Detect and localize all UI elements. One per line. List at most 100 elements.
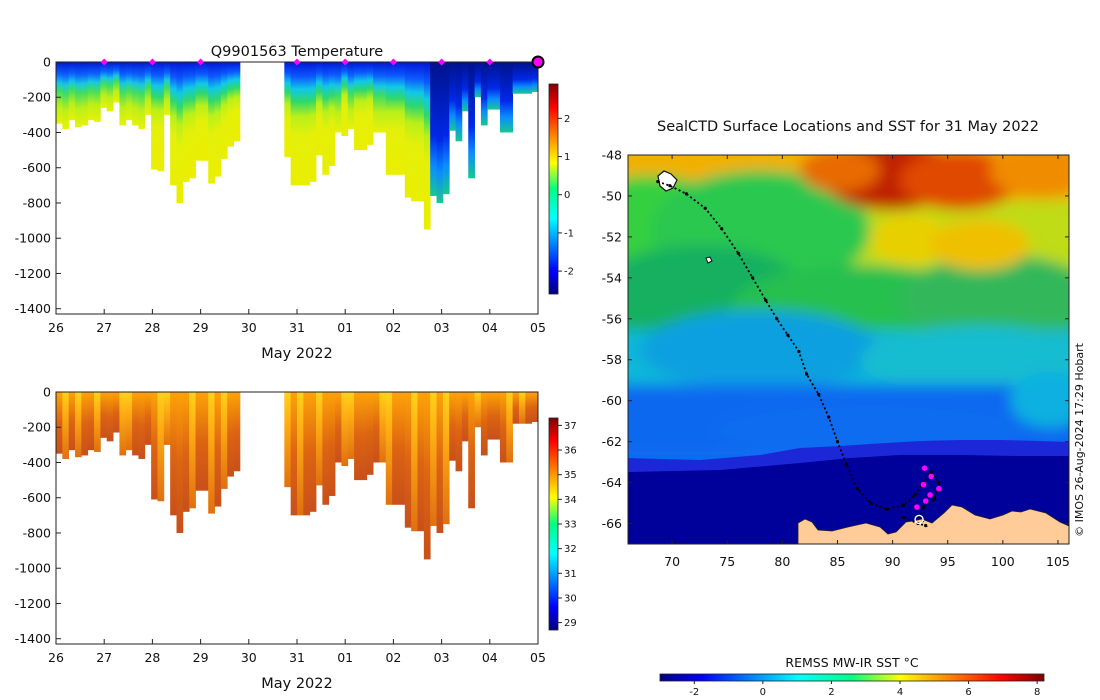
colorbar-tick-label: 30 (564, 593, 577, 604)
dive-profile-bar (227, 62, 234, 147)
surface-location (805, 372, 809, 376)
y-tick-label: 0 (43, 385, 51, 400)
lon-tick-label: 70 (664, 554, 680, 569)
recent-location (928, 473, 934, 480)
dive-profile-bar (132, 392, 139, 456)
dive-profile-bar (499, 392, 507, 463)
lon-tick-label: 105 (1046, 554, 1070, 569)
lat-tick-label: -56 (602, 311, 622, 326)
dive-profile-bar (201, 62, 209, 161)
dive-profile-bar (56, 392, 63, 454)
map-longitude-axis: 70 75 80 85 90 95 100 105 (664, 155, 1070, 569)
dive-profile-bar (430, 392, 437, 526)
lon-tick-label: 85 (830, 554, 846, 569)
x-tick-label: 03 (434, 650, 450, 665)
heard-island (705, 256, 713, 264)
dive-profile-bar (220, 62, 228, 159)
dive-profile-bar (62, 392, 70, 459)
dive-profile-bar (373, 62, 380, 133)
dive-profile-bar (94, 62, 101, 122)
dive-profile-bar (411, 62, 418, 202)
recent-location (920, 481, 927, 488)
dive-profile-bar (423, 62, 431, 230)
dive-profile-bar (309, 392, 317, 512)
surface-location (902, 503, 906, 507)
dive-profile-bar (81, 62, 89, 126)
x-tick-label: 02 (385, 320, 401, 335)
colorbar-tick-label: 0 (564, 190, 570, 201)
dive-profile-bar (119, 62, 127, 126)
dive-profile-bar (442, 62, 450, 195)
colorbar-tick-label: 2 (564, 114, 570, 125)
lon-tick-label: 95 (940, 554, 956, 569)
dive-profile-bar (366, 392, 374, 475)
dive-profile-bar (138, 392, 146, 459)
dive-profile-bar (366, 62, 374, 145)
dive-profile-bar (531, 392, 538, 422)
dive-profile-bar (436, 62, 444, 203)
x-tick-label: 27 (96, 320, 112, 335)
lat-tick-label: -54 (602, 270, 622, 285)
map-latitude-axis: -48 -50 -52 -54 -56 -58 -60 -62 -64 -66 (602, 148, 1069, 531)
dive-profile-bar (189, 62, 196, 179)
dive-profile-bar (316, 392, 323, 486)
dive-profile-bar (75, 392, 82, 458)
dive-profile-bar (106, 62, 114, 112)
x-tick-label: 29 (193, 650, 209, 665)
dive-profile-bar (125, 392, 133, 451)
dive-profile-bar (189, 392, 196, 509)
y-tick-label: -400 (23, 455, 51, 470)
dive-profile-bar (328, 62, 336, 166)
dive-profile-bar (385, 62, 393, 175)
dive-profile-bar (208, 62, 215, 184)
dive-profile-bar (157, 62, 165, 172)
profile-marker (148, 58, 156, 66)
colorbar-tick-label: 31 (564, 569, 577, 580)
y-tick-label: -1200 (15, 266, 51, 281)
dive-profile-bar (132, 62, 139, 126)
dive-profile-bar (392, 62, 399, 175)
dive-profile-bar (328, 392, 336, 496)
y-tick-label: -200 (23, 420, 51, 435)
dive-profile-bar (322, 392, 330, 505)
salinity-colorbar (548, 417, 559, 631)
salinity-panel: 0-200-400-600-800-1000-1200-1400 26 27 28 2… (15, 385, 577, 693)
surface-location (844, 462, 848, 466)
profile-markers (100, 55, 545, 69)
latest-location (914, 514, 924, 525)
y-tick-label: -800 (23, 195, 51, 210)
profile-marker (197, 58, 205, 66)
x-tick-label: 04 (482, 320, 498, 335)
map-title: SealCTD Surface Locations and SST for 31… (657, 119, 1039, 135)
surface-location (786, 333, 790, 337)
temperature-section-fill (56, 62, 538, 230)
dive-profile-bar (347, 392, 355, 459)
sst-colorbar-label: REMSS MW-IR SST °C (785, 655, 918, 670)
dive-profile-bar (309, 62, 317, 182)
dive-profile-bar (75, 62, 82, 128)
y-tick-label: -600 (23, 160, 51, 175)
temperature-panel: Q9901563 Temperature 0 -200 -400 -600 -800 -1… (15, 44, 574, 362)
lat-tick-label: -64 (602, 475, 622, 490)
lat-tick-label: -48 (602, 148, 622, 163)
x-tick-label: 04 (482, 650, 498, 665)
dive-profile-bar (404, 62, 412, 198)
y-tick-label: -1000 (15, 561, 51, 576)
dive-profile-bar (176, 62, 184, 203)
dive-profile-bar (290, 62, 298, 186)
dive-profile-bar (233, 62, 241, 142)
dive-profile-bar (182, 392, 190, 512)
sst-colorbar-tick-label: 4 (897, 687, 903, 698)
sst-colorbar-tick-label: 0 (760, 687, 766, 698)
profile-marker (341, 58, 349, 66)
surface-location (817, 392, 821, 397)
salinity-y-axis: 0 -200 -400 -600 -800 -1000 -1200 -1400 (15, 385, 61, 646)
recent-location (927, 492, 933, 498)
dive-profile-bar (442, 392, 450, 525)
salinity-x-axis: 26 27 28 29 30 31 01 02 03 04 05 (48, 639, 546, 665)
dive-profile-bar (106, 392, 114, 442)
profile-marker (100, 58, 108, 66)
colorbar-tick-label: 35 (564, 470, 577, 481)
dive-profile-bar (119, 392, 127, 456)
sst-map-panel: SealCTD Surface Locations and SST for 31… (602, 119, 1086, 698)
